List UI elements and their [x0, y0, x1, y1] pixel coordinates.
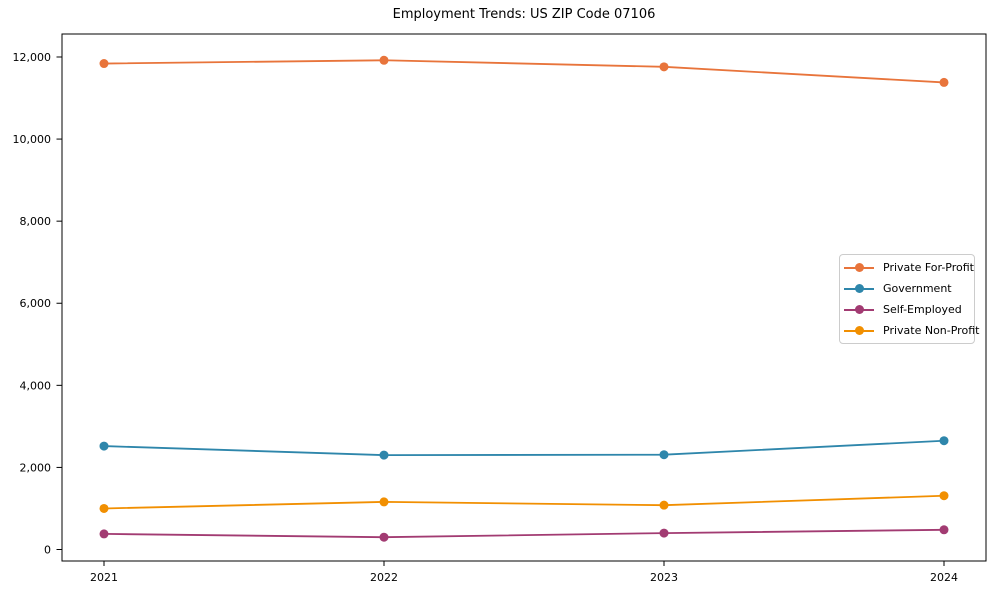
- line-marker-icon: [844, 283, 874, 294]
- chart-title: Employment Trends: US ZIP Code 07106: [392, 7, 656, 22]
- legend-item-private-for-profit: Private For-Profit: [844, 257, 974, 278]
- x-tick-label: 2024: [930, 571, 958, 584]
- legend-label: Government: [883, 282, 952, 295]
- line-marker-icon: [844, 325, 874, 336]
- data-point-marker: [379, 532, 389, 542]
- data-point-marker: [659, 500, 669, 510]
- series-government: [99, 436, 949, 460]
- data-point-marker: [99, 503, 109, 513]
- legend-item-government: Government: [844, 278, 970, 299]
- data-point-marker: [379, 497, 389, 507]
- data-point-marker: [379, 450, 389, 460]
- series-line: [103, 439, 945, 457]
- series-private-non-profit: [99, 491, 949, 513]
- series-private-for-profit: [99, 55, 949, 87]
- y-tick-label: 8,000: [20, 215, 52, 228]
- legend-label: Private Non-Profit: [883, 324, 980, 337]
- series-line: [103, 528, 945, 539]
- x-tick-label: 2023: [650, 571, 678, 584]
- series-line: [103, 494, 945, 510]
- data-point-marker: [939, 491, 949, 501]
- x-axis: 2021 2022 2023 2024: [90, 561, 958, 584]
- y-tick-label: 4,000: [20, 379, 52, 392]
- data-point-marker: [659, 450, 669, 460]
- data-point-marker: [99, 59, 109, 69]
- legend-item-self-employed: Self-Employed: [844, 299, 970, 320]
- y-tick-label: 6,000: [20, 297, 52, 310]
- legend-label: Private For-Profit: [883, 261, 974, 274]
- data-point-marker: [99, 529, 109, 539]
- line-marker-icon: [844, 262, 874, 273]
- data-point-marker: [939, 525, 949, 535]
- series-self-employed: [99, 525, 949, 542]
- data-point-marker: [659, 528, 669, 538]
- data-point-marker: [939, 77, 949, 87]
- legend-item-private-non-profit: Private Non-Profit: [844, 320, 979, 341]
- plot-border: [61, 33, 987, 562]
- y-tick-label: 0: [44, 544, 51, 557]
- y-axis: 0 2,000 4,000 6,000 8,000 10,000 12,000: [13, 51, 62, 557]
- data-point-marker: [659, 62, 669, 72]
- y-tick-label: 12,000: [13, 51, 52, 64]
- x-tick-label: 2022: [370, 571, 398, 584]
- data-point-marker: [379, 55, 389, 65]
- y-tick-label: 2,000: [20, 461, 52, 474]
- y-tick-label: 10,000: [13, 133, 52, 146]
- legend: Private For-Profit Government Self-Emplo…: [839, 254, 979, 344]
- x-tick-label: 2021: [90, 571, 118, 584]
- series-line: [103, 59, 945, 84]
- line-marker-icon: [844, 304, 874, 315]
- data-point-marker: [939, 436, 949, 446]
- legend-label: Self-Employed: [883, 303, 962, 316]
- data-point-marker: [99, 441, 109, 451]
